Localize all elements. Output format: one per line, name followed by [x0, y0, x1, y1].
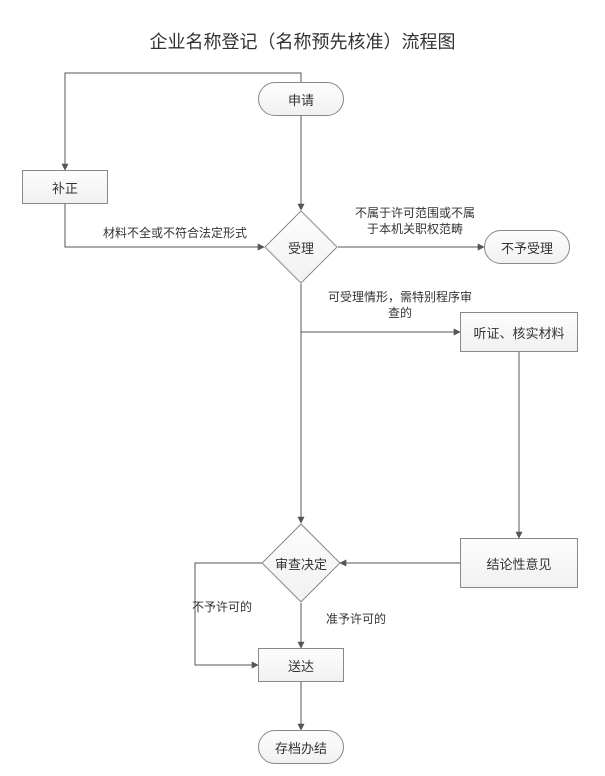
node-review-label: 审查决定: [273, 535, 329, 591]
node-reject: 不予受理: [484, 230, 570, 264]
node-accept-label: 受理: [275, 221, 327, 273]
edge-label-e4: 不属于许可范围或不属 于本机关职权范畴: [350, 206, 480, 237]
node-opinion: 结论性意见: [460, 538, 578, 588]
node-supplement: 补正: [22, 170, 108, 204]
node-accept: 受理: [275, 221, 327, 273]
node-deliver: 送达: [258, 648, 344, 682]
node-archive: 存档办结: [258, 730, 344, 764]
edge-label-e10: 不予许可的: [182, 600, 262, 616]
node-apply: 申请: [258, 82, 344, 116]
node-review: 审查决定: [273, 535, 329, 591]
edge-label-e9: 准予许可的: [316, 612, 396, 628]
edge-label-e5: 可受理情形，需特别程序审 查的: [320, 290, 480, 321]
edge-label-e3: 材料不全或不符合法定形式: [90, 226, 260, 242]
flowchart-canvas: 企业名称登记（名称预先核准）流程图 申请 补正 受理 不予受理 听证、核实材料 …: [0, 0, 605, 776]
